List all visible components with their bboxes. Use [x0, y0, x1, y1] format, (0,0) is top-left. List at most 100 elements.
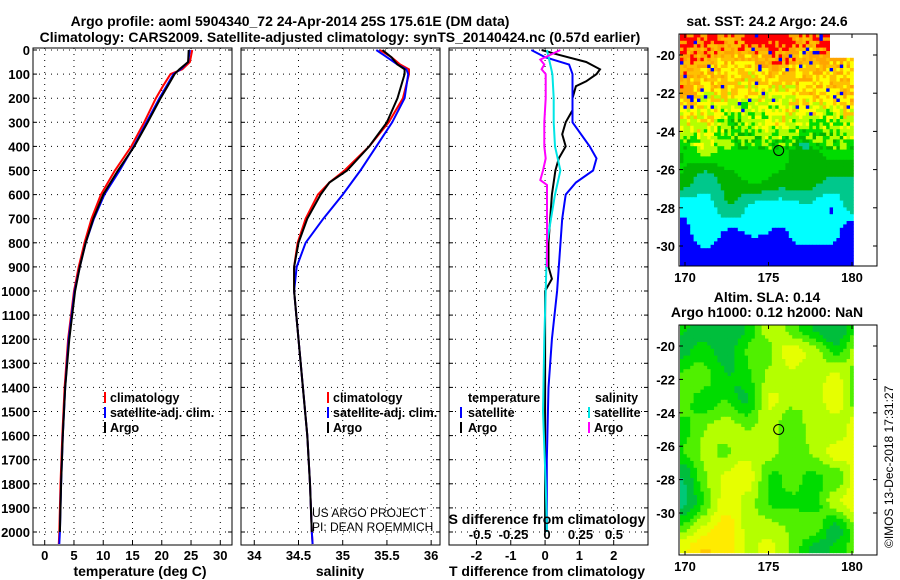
heatmap-cell: [690, 396, 694, 401]
heatmap-cell: [724, 159, 728, 164]
heatmap-cell: [826, 159, 830, 164]
heatmap-cell: [768, 173, 773, 178]
heatmap-cell: [826, 129, 830, 133]
heatmap-cell: [720, 396, 725, 401]
sst-map-panel: 170 175 180-20-22-24-26-28-30: [656, 33, 878, 285]
heatmap-cell: [836, 372, 841, 377]
heatmap-cell: [724, 136, 728, 140]
heatmap-cell: [717, 149, 722, 154]
heatmap-cell: [683, 193, 688, 198]
heatmap-cell: [727, 142, 732, 147]
heatmap-cell: [839, 359, 844, 363]
heatmap-cell: [686, 122, 691, 127]
heatmap-cell: [836, 200, 841, 205]
heatmap-cell: [822, 231, 827, 235]
heatmap-cell: [693, 406, 698, 411]
heatmap-cell: [697, 78, 701, 82]
heatmap-cell: [829, 64, 834, 69]
heatmap-cell: [782, 47, 786, 52]
heatmap-cell: [782, 71, 786, 76]
heatmap-cell: [829, 335, 834, 339]
heatmap-cell: [734, 244, 739, 249]
heatmap-cell: [843, 331, 847, 336]
heatmap-cell: [765, 345, 769, 350]
heatmap-cell: [754, 183, 759, 188]
heatmap-cell: [751, 204, 756, 208]
heatmap-cell: [812, 102, 817, 106]
heatmap-cell: [809, 231, 813, 235]
heatmap-cell: [785, 51, 790, 55]
heatmap-cell: [812, 57, 817, 62]
heatmap-cell: [697, 51, 701, 55]
heatmap-cell: [717, 365, 722, 370]
heatmap-cell: [778, 325, 783, 329]
heatmap-cell: [741, 153, 745, 157]
heatmap-cell: [697, 369, 701, 373]
heatmap-cell: [700, 355, 705, 360]
heatmap-cell: [737, 163, 742, 167]
heatmap-cell: [768, 204, 773, 208]
heatmap-cell: [717, 176, 722, 181]
heatmap-cell: [819, 204, 824, 208]
heatmap-cell: [812, 369, 817, 373]
heatmap-cell: [751, 149, 756, 154]
heatmap-cell: [782, 355, 786, 360]
legend-label: Argo: [333, 421, 363, 435]
heatmap-cell: [792, 129, 796, 133]
heatmap-cell: [792, 224, 796, 229]
heatmap-cell: [795, 382, 800, 387]
heatmap-cell: [700, 221, 705, 225]
heatmap-cell: [809, 399, 813, 404]
heatmap-cell: [768, 64, 773, 69]
heatmap-cell: [765, 129, 769, 133]
heatmap-cell: [802, 112, 807, 116]
heatmap-cell: [839, 382, 844, 387]
heatmap-cell: [792, 365, 796, 370]
heatmap-cell: [748, 139, 752, 144]
x-tick-label: 2: [610, 548, 617, 563]
heatmap-cell: [833, 335, 837, 339]
heatmap-cell: [697, 251, 701, 256]
heatmap-cell: [720, 166, 725, 171]
heatmap-cell: [812, 91, 817, 96]
heatmap-cell: [758, 142, 762, 147]
heatmap-cell: [799, 74, 803, 79]
heatmap-cell: [809, 338, 813, 343]
heatmap-cell: [792, 261, 796, 266]
heatmap-cell: [731, 204, 735, 208]
heatmap-cell: [751, 54, 756, 59]
heatmap-cell: [727, 57, 732, 62]
heatmap-cell: [805, 159, 810, 164]
heatmap-cell: [850, 386, 854, 390]
heatmap-cell: [822, 40, 827, 45]
heatmap-cell: [703, 142, 708, 147]
heatmap-cell: [680, 342, 684, 346]
heatmap-cell: [833, 156, 837, 161]
heatmap-cell: [754, 210, 759, 215]
heatmap-cell: [703, 393, 708, 397]
heatmap-cell: [795, 251, 800, 256]
heatmap-cell: [822, 108, 827, 113]
heatmap-cell: [720, 156, 725, 161]
heatmap-cell: [816, 369, 820, 373]
heatmap-cell: [761, 74, 766, 79]
heatmap-cell: [795, 129, 800, 133]
heatmap-cell: [836, 204, 841, 208]
heatmap-cell: [758, 393, 762, 397]
heatmap-cell: [724, 376, 728, 380]
heatmap-cell: [731, 224, 735, 229]
heatmap-cell: [833, 352, 837, 356]
heatmap-cell: [822, 170, 827, 174]
heatmap-cell: [833, 98, 837, 103]
heatmap-cell: [833, 393, 837, 397]
heatmap-cell: [839, 166, 844, 171]
heatmap-cell: [748, 255, 752, 259]
heatmap-cell: [737, 362, 742, 367]
heatmap-cell: [805, 170, 810, 174]
heatmap-cell: [846, 389, 851, 394]
heatmap-cell: [771, 146, 776, 150]
heatmap-cell: [700, 251, 705, 256]
heatmap-cell: [707, 382, 711, 387]
heatmap-cell: [765, 57, 769, 62]
heatmap-cell: [833, 139, 837, 144]
